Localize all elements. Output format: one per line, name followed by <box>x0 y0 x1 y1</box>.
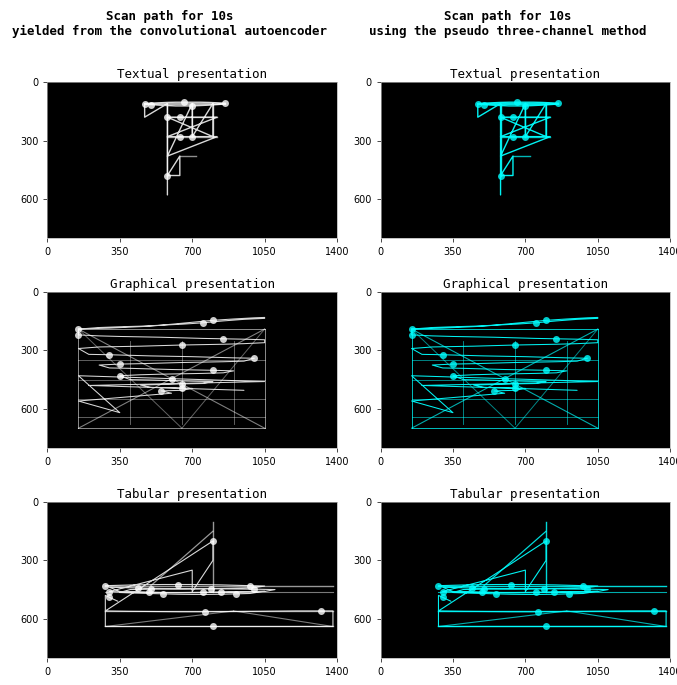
Point <box>114 358 125 369</box>
Point <box>549 587 560 598</box>
Point <box>510 378 521 389</box>
Point <box>649 606 659 616</box>
Point <box>199 606 210 617</box>
Point <box>406 323 417 334</box>
Point <box>156 386 167 397</box>
Point <box>249 584 260 595</box>
Point <box>146 584 156 595</box>
Point <box>495 170 506 181</box>
Point <box>491 588 502 599</box>
Point <box>166 373 177 384</box>
Title: Graphical presentation: Graphical presentation <box>110 278 275 291</box>
Point <box>495 112 506 123</box>
Point <box>205 583 216 594</box>
Point <box>104 592 115 603</box>
Point <box>578 580 589 591</box>
Point <box>541 621 552 632</box>
Point <box>114 371 125 382</box>
Point <box>177 340 188 351</box>
Point <box>506 579 517 590</box>
Point <box>197 587 208 598</box>
Point <box>104 586 115 597</box>
Title: Textual presentation: Textual presentation <box>450 68 600 81</box>
Point <box>406 329 417 340</box>
Point <box>144 587 154 598</box>
Point <box>179 97 190 108</box>
Point <box>158 588 169 599</box>
Point <box>73 329 84 340</box>
Point <box>220 98 231 109</box>
Text: Scan path for 10s
using the pseudo three-channel method: Scan path for 10s using the pseudo three… <box>369 10 647 38</box>
Point <box>582 353 593 364</box>
Point <box>520 131 531 142</box>
Point <box>177 378 188 389</box>
Point <box>175 112 185 123</box>
Point <box>249 353 260 364</box>
Point <box>447 371 458 382</box>
Point <box>177 383 188 394</box>
Point <box>499 373 510 384</box>
Point <box>510 383 521 394</box>
Point <box>563 588 574 599</box>
Point <box>218 334 229 345</box>
Point <box>479 99 489 110</box>
Point <box>541 315 552 326</box>
Point <box>187 131 198 142</box>
Point <box>530 317 541 328</box>
Point <box>73 323 84 334</box>
Point <box>433 580 444 591</box>
Point <box>187 101 198 112</box>
Point <box>520 101 531 112</box>
Point <box>447 358 458 369</box>
Point <box>139 98 150 109</box>
Point <box>473 98 483 109</box>
Point <box>162 170 173 181</box>
Point <box>437 586 448 597</box>
Point <box>508 131 519 142</box>
Point <box>230 588 241 599</box>
Title: Graphical presentation: Graphical presentation <box>443 278 608 291</box>
Point <box>146 99 156 110</box>
Point <box>532 606 543 617</box>
Title: Textual presentation: Textual presentation <box>117 68 267 81</box>
Point <box>216 587 227 598</box>
Point <box>162 112 173 123</box>
Point <box>175 131 185 142</box>
Point <box>315 606 326 616</box>
Point <box>551 334 562 345</box>
Point <box>541 365 552 376</box>
Point <box>133 582 144 593</box>
Point <box>466 582 477 593</box>
Point <box>197 317 208 328</box>
Point <box>553 98 564 109</box>
Point <box>437 349 448 360</box>
Point <box>104 349 115 360</box>
Point <box>512 97 523 108</box>
Point <box>530 587 541 598</box>
Point <box>245 580 256 591</box>
Point <box>541 536 552 547</box>
Point <box>479 584 489 595</box>
Point <box>489 386 500 397</box>
Point <box>508 112 519 123</box>
Point <box>208 365 219 376</box>
Point <box>208 536 219 547</box>
Text: Scan path for 10s
yielded from the convolutional autoencoder: Scan path for 10s yielded from the convo… <box>12 10 327 38</box>
Point <box>173 579 183 590</box>
Title: Tabular presentation: Tabular presentation <box>117 488 267 501</box>
Point <box>437 592 448 603</box>
Point <box>100 580 111 591</box>
Point <box>477 587 487 598</box>
Point <box>539 583 550 594</box>
Point <box>208 315 219 326</box>
Point <box>582 584 593 595</box>
Point <box>208 621 219 632</box>
Title: Tabular presentation: Tabular presentation <box>450 488 600 501</box>
Point <box>510 340 521 351</box>
